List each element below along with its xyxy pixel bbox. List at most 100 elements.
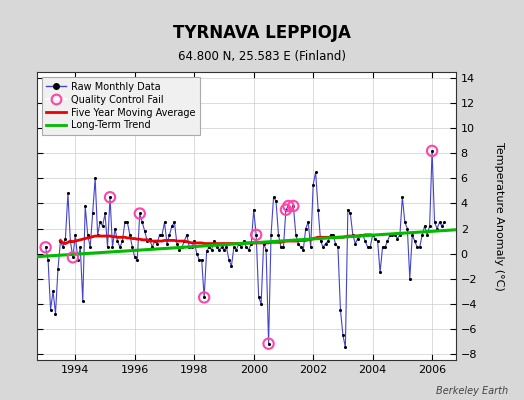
Point [160, 219, 169, 226]
Point [423, 232, 431, 238]
Point [208, 247, 216, 253]
Point [239, 238, 248, 244]
Point [44, 257, 52, 263]
Point [178, 244, 186, 250]
Point [361, 238, 369, 244]
Point [292, 232, 300, 238]
Point [71, 232, 80, 238]
Point [321, 240, 330, 247]
Point [106, 194, 114, 200]
Point [198, 257, 206, 263]
Point [378, 244, 387, 250]
Point [185, 244, 193, 250]
Point [235, 240, 243, 247]
Point [163, 240, 171, 247]
Point [143, 238, 151, 244]
Point [366, 244, 374, 250]
Point [319, 244, 328, 250]
Legend: Raw Monthly Data, Quality Control Fail, Five Year Moving Average, Long-Term Tren: Raw Monthly Data, Quality Control Fail, … [41, 77, 200, 135]
Point [168, 223, 176, 229]
Point [384, 238, 392, 244]
Point [262, 247, 270, 253]
Point [170, 219, 179, 226]
Point [301, 225, 310, 232]
Point [418, 232, 427, 238]
Point [220, 247, 228, 253]
Point [267, 232, 275, 238]
Point [133, 257, 141, 263]
Point [294, 240, 302, 247]
Point [403, 225, 411, 232]
Point [279, 244, 288, 250]
Point [346, 210, 355, 217]
Point [99, 223, 107, 229]
Point [249, 206, 258, 213]
Point [146, 235, 154, 242]
Point [49, 288, 57, 294]
Point [368, 232, 377, 238]
Point [289, 203, 298, 209]
Point [200, 294, 209, 300]
Point [140, 228, 149, 234]
Point [411, 238, 419, 244]
Text: Berkeley Earth: Berkeley Earth [436, 386, 508, 396]
Point [69, 254, 77, 260]
Point [103, 244, 112, 250]
Point [108, 244, 117, 250]
Point [388, 232, 397, 238]
Point [245, 247, 253, 253]
Point [41, 244, 50, 250]
Point [396, 232, 404, 238]
Point [175, 247, 183, 253]
Point [225, 257, 233, 263]
Point [200, 294, 209, 300]
Point [287, 206, 295, 213]
Point [69, 254, 77, 260]
Point [428, 148, 436, 154]
Point [51, 310, 60, 317]
Point [123, 219, 132, 226]
Point [324, 238, 332, 244]
Point [215, 247, 223, 253]
Point [183, 232, 191, 238]
Point [326, 232, 335, 238]
Point [91, 175, 100, 182]
Point [83, 232, 92, 238]
Point [188, 244, 196, 250]
Point [41, 244, 50, 250]
Point [259, 240, 268, 247]
Point [46, 307, 54, 313]
Point [265, 340, 273, 347]
Point [205, 244, 213, 250]
Point [371, 235, 379, 242]
Point [393, 235, 401, 242]
Y-axis label: Temperature Anomaly (°C): Temperature Anomaly (°C) [494, 142, 504, 290]
Point [212, 244, 221, 250]
Point [336, 307, 345, 313]
Point [284, 203, 292, 209]
Point [222, 244, 231, 250]
Point [96, 219, 104, 226]
Point [334, 244, 342, 250]
Point [66, 238, 74, 244]
Point [391, 232, 399, 238]
Point [227, 263, 236, 269]
Point [398, 194, 407, 200]
Point [173, 240, 181, 247]
Point [416, 244, 424, 250]
Point [381, 244, 389, 250]
Point [257, 300, 265, 307]
Point [59, 244, 67, 250]
Point [217, 244, 226, 250]
Point [430, 219, 439, 226]
Point [329, 232, 337, 238]
Point [413, 244, 421, 250]
Point [374, 238, 382, 244]
Point [165, 232, 173, 238]
Point [242, 244, 250, 250]
Point [54, 265, 62, 272]
Point [158, 232, 166, 238]
Point [73, 257, 82, 263]
Point [425, 223, 434, 229]
Point [364, 244, 372, 250]
